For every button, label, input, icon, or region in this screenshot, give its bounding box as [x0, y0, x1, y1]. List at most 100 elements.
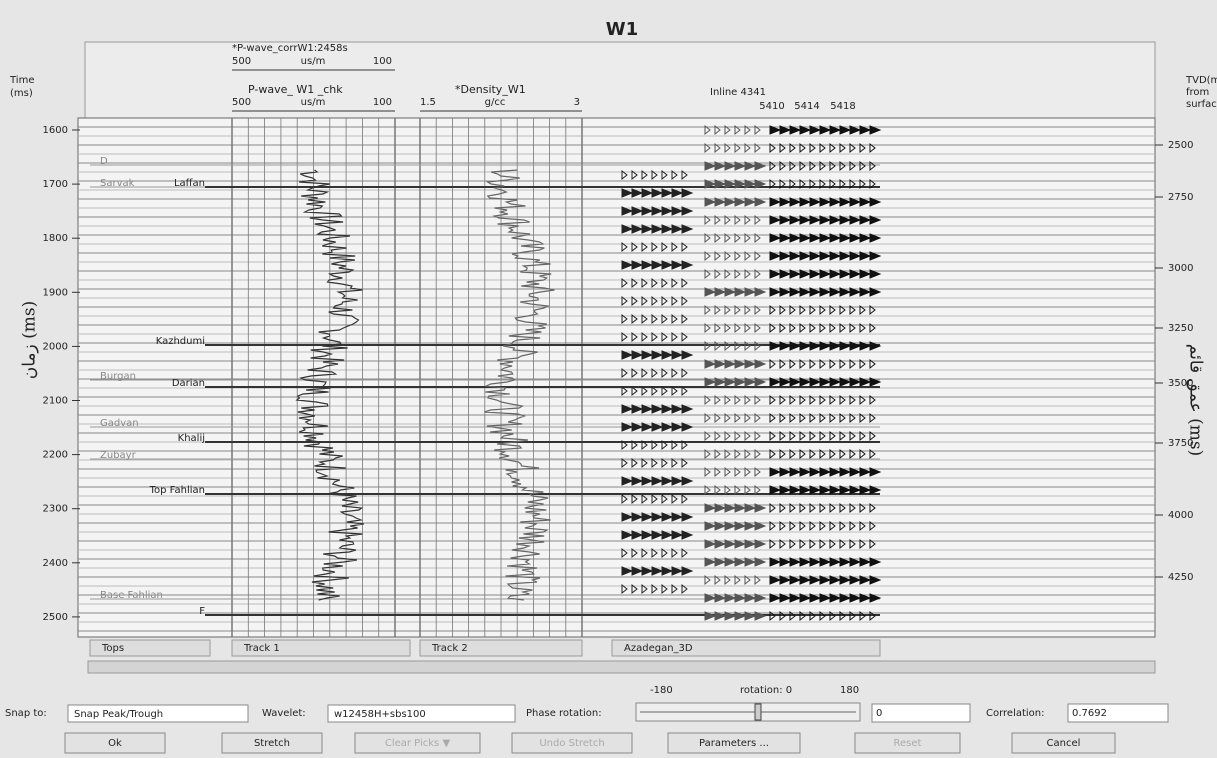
tab[interactable]	[231, 639, 411, 657]
button[interactable]	[1011, 732, 1116, 754]
seismic-wiggle	[621, 206, 634, 216]
seismic-wiggle	[779, 557, 792, 567]
seismic-wiggle	[661, 206, 674, 216]
seismic-wiggle	[829, 485, 842, 495]
seismic-wiggle	[789, 520, 796, 532]
seismic-wiggle	[661, 457, 668, 469]
seismic-wiggle	[829, 538, 836, 550]
scrollbar[interactable]	[87, 660, 1156, 674]
seismic-wiggle	[799, 593, 812, 603]
label: Clear Picks ▼	[385, 738, 451, 749]
button[interactable]	[221, 732, 323, 754]
label: D	[100, 156, 108, 167]
seismic-wiggle	[681, 512, 694, 522]
seismic-wiggle	[839, 485, 852, 495]
seismic-wiggle	[769, 377, 782, 387]
seismic-wiggle	[859, 520, 866, 532]
label: Gadvan	[100, 418, 139, 429]
seismic-wiggle	[744, 503, 757, 513]
seismic-wiggle	[809, 610, 816, 622]
button[interactable]	[667, 732, 801, 754]
seismic-wiggle	[621, 493, 628, 505]
seismic-wiggle	[769, 341, 782, 351]
select[interactable]	[327, 704, 516, 723]
seismic-wiggle	[849, 304, 856, 316]
tab[interactable]	[419, 639, 583, 657]
seismic-wiggle	[651, 476, 664, 486]
seismic-wiggle	[769, 269, 782, 279]
tab[interactable]	[89, 639, 211, 657]
seismic-wiggle	[724, 394, 731, 406]
seismic-wiggle	[809, 412, 816, 424]
seismic-wiggle	[661, 188, 674, 198]
button[interactable]	[64, 732, 166, 754]
seismic-wiggle	[829, 377, 842, 387]
seismic-wiggle	[819, 125, 832, 135]
seismic-wiggle	[724, 466, 731, 478]
seismic-wiggle	[799, 448, 806, 460]
input[interactable]	[871, 703, 971, 723]
label: 1900	[43, 287, 68, 298]
seismic-wiggle	[789, 178, 796, 190]
seismic-wiggle	[829, 142, 836, 154]
seismic-wiggle	[714, 287, 727, 297]
seismic-wiggle	[789, 467, 802, 477]
seismic-wiggle	[789, 557, 802, 567]
seismic-wiggle	[839, 142, 846, 154]
seismic-wiggle	[819, 575, 832, 585]
seismic-wiggle	[799, 142, 806, 154]
seismic-wiggle	[724, 214, 731, 226]
label: 2200	[43, 450, 68, 461]
seismic-wiggle	[724, 377, 737, 387]
label: 2100	[43, 396, 68, 407]
seismic-wiggle	[681, 422, 694, 432]
seismic-wiggle	[819, 269, 832, 279]
seismic-wiggle	[621, 476, 634, 486]
seismic-wiggle	[681, 295, 688, 307]
seismic-wiggle	[681, 476, 694, 486]
input[interactable]	[1067, 703, 1169, 723]
seismic-wiggle	[779, 377, 792, 387]
label: Reset	[894, 738, 922, 749]
select[interactable]	[67, 704, 249, 723]
title: W1	[606, 19, 638, 40]
seismic-wiggle	[819, 358, 826, 370]
label: Base Fahlian	[100, 590, 163, 601]
seismic-wiggle	[754, 232, 761, 244]
seismic-wiggle	[641, 206, 654, 216]
label: us/m	[301, 56, 326, 67]
tab[interactable]	[611, 639, 881, 657]
seismic-wiggle	[671, 422, 684, 432]
seismic-wiggle	[819, 610, 826, 622]
seismic-wiggle	[839, 251, 852, 261]
seismic-wiggle	[704, 539, 717, 549]
seismic-wiggle	[744, 322, 751, 334]
seismic-wiggle	[819, 538, 826, 550]
seismic-wiggle	[661, 493, 668, 505]
seismic-wiggle	[681, 331, 688, 343]
seismic-wiggle	[829, 520, 836, 532]
seismic-wiggle	[779, 394, 786, 406]
seismic-wiggle	[809, 160, 816, 172]
seismic-wiggle	[621, 331, 628, 343]
seismic-wiggle	[819, 215, 832, 225]
seismic-wiggle	[799, 430, 806, 442]
seismic-wiggle	[661, 512, 674, 522]
label: Top Fahlian	[149, 485, 205, 496]
seismic-wiggle	[859, 125, 872, 135]
seismic-wiggle	[671, 260, 684, 270]
seismic-wiggle	[631, 457, 638, 469]
seismic-wiggle	[724, 430, 731, 442]
seismic-wiggle	[809, 557, 822, 567]
seismic-wiggle	[651, 367, 658, 379]
seismic-wiggle	[779, 358, 786, 370]
seismic-wiggle	[809, 142, 816, 154]
seismic-wiggle	[754, 593, 767, 603]
seismic-wiggle	[671, 331, 678, 343]
seismic-wiggle	[809, 215, 822, 225]
seismic-wiggle	[849, 269, 862, 279]
seismic-wiggle	[671, 404, 684, 414]
seismic-wiggle	[789, 251, 802, 261]
seismic-wiggle	[859, 448, 866, 460]
slider-thumb[interactable]	[754, 703, 762, 721]
